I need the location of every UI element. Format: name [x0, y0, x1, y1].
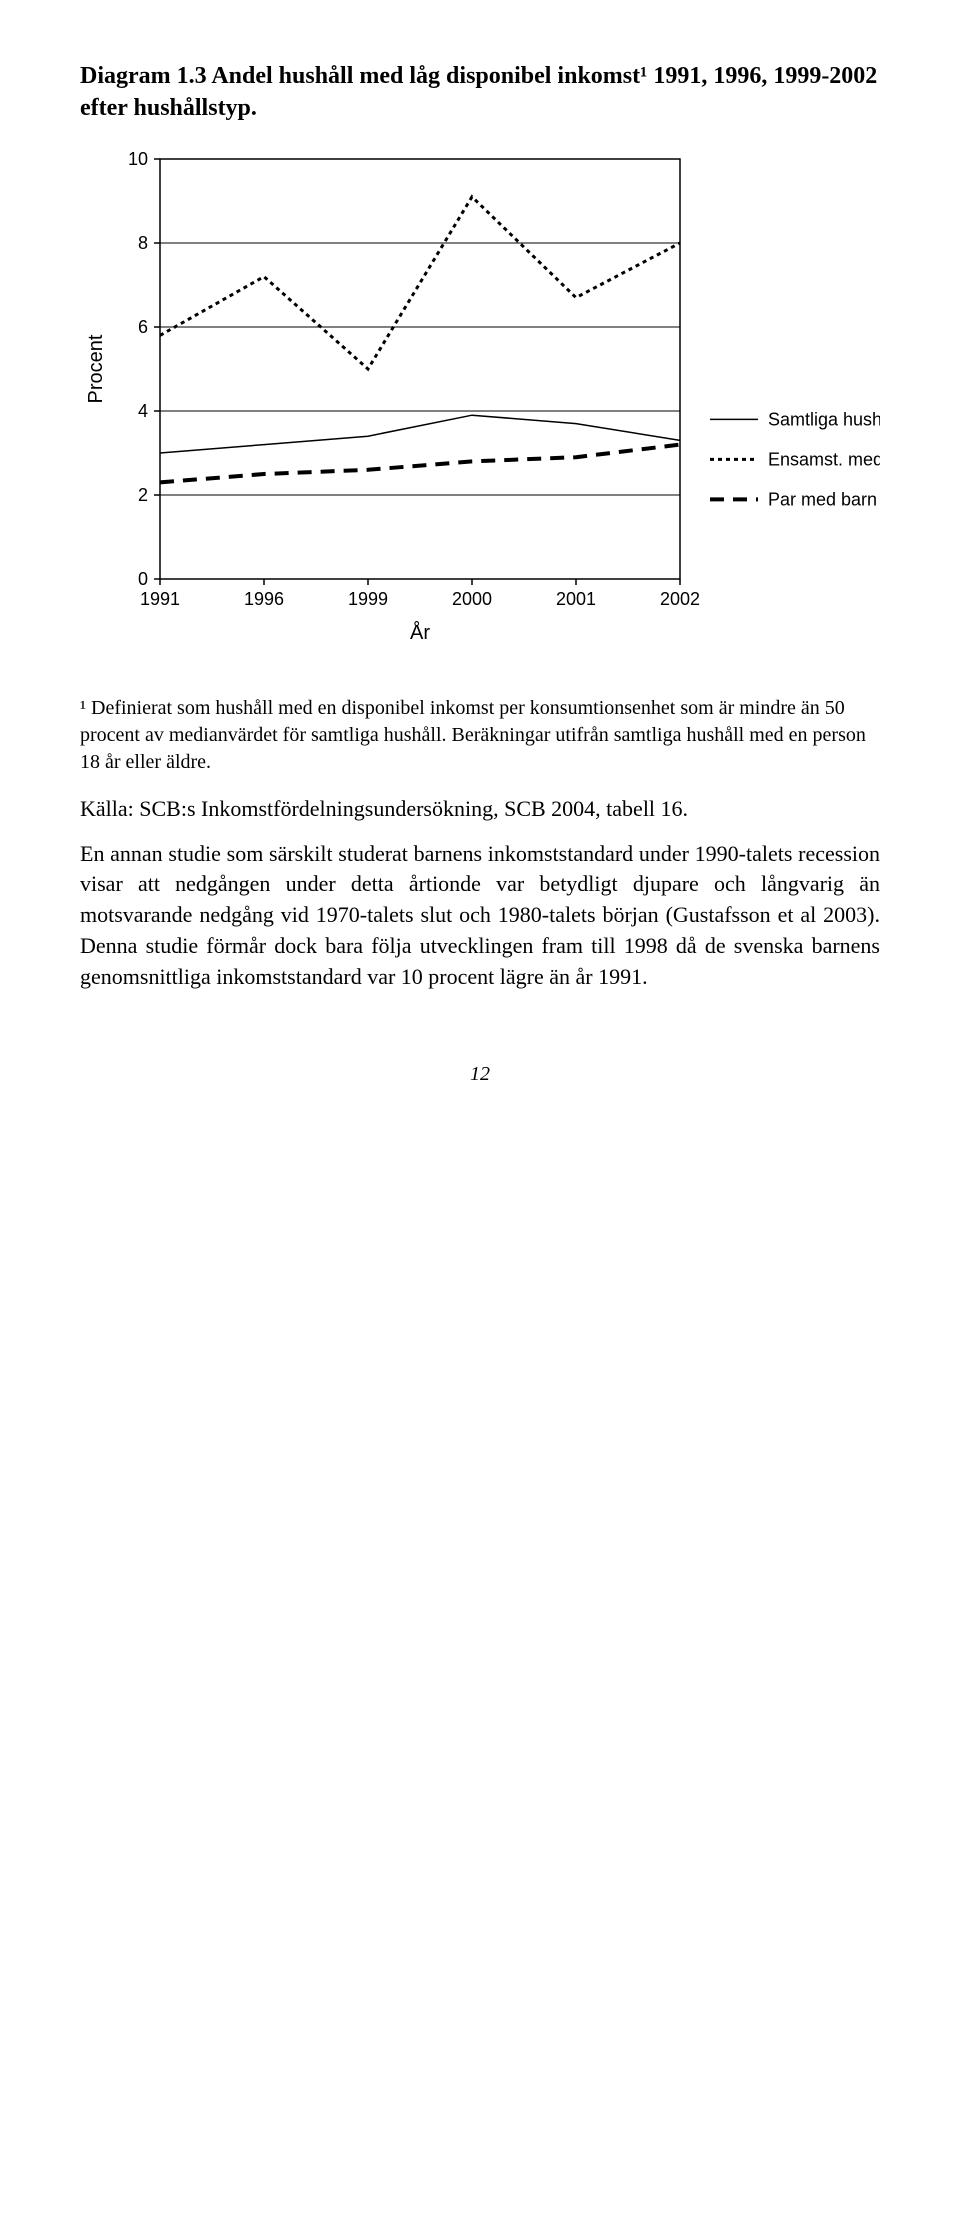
svg-text:6: 6 [138, 317, 148, 337]
body-paragraph: En annan studie som särskilt studerat ba… [80, 839, 880, 993]
svg-text:0: 0 [138, 569, 148, 589]
svg-text:10: 10 [128, 149, 148, 169]
svg-text:Par med barn: Par med barn [768, 489, 877, 509]
svg-text:4: 4 [138, 401, 148, 421]
svg-text:1991: 1991 [140, 589, 180, 609]
svg-text:1996: 1996 [244, 589, 284, 609]
svg-text:Samtliga hushåll: Samtliga hushåll [768, 409, 880, 429]
chart-container: 0 2 4 6 8 10 1991 1996 1999 2000 2001 2002 Procent År… [80, 149, 880, 669]
svg-text:2000: 2000 [452, 589, 492, 609]
page-number: 12 [80, 1063, 880, 1086]
svg-text:Ensamst. med barn: Ensamst. med barn [768, 449, 880, 469]
svg-text:2001: 2001 [556, 589, 596, 609]
source-text: Källa: SCB:s Inkomstfördelningsundersökn… [80, 794, 880, 825]
svg-text:År: År [410, 621, 430, 644]
svg-text:Procent: Procent [85, 334, 107, 403]
diagram-title: Diagram 1.3 Andel hushåll med låg dispon… [80, 60, 880, 125]
svg-text:8: 8 [138, 233, 148, 253]
svg-text:2: 2 [138, 485, 148, 505]
svg-text:2002: 2002 [660, 589, 700, 609]
svg-text:1999: 1999 [348, 589, 388, 609]
footnote-text: ¹ Definierat som hushåll med en disponib… [80, 695, 880, 776]
line-chart: 0 2 4 6 8 10 1991 1996 1999 2000 2001 2002 Procent År… [80, 149, 880, 669]
